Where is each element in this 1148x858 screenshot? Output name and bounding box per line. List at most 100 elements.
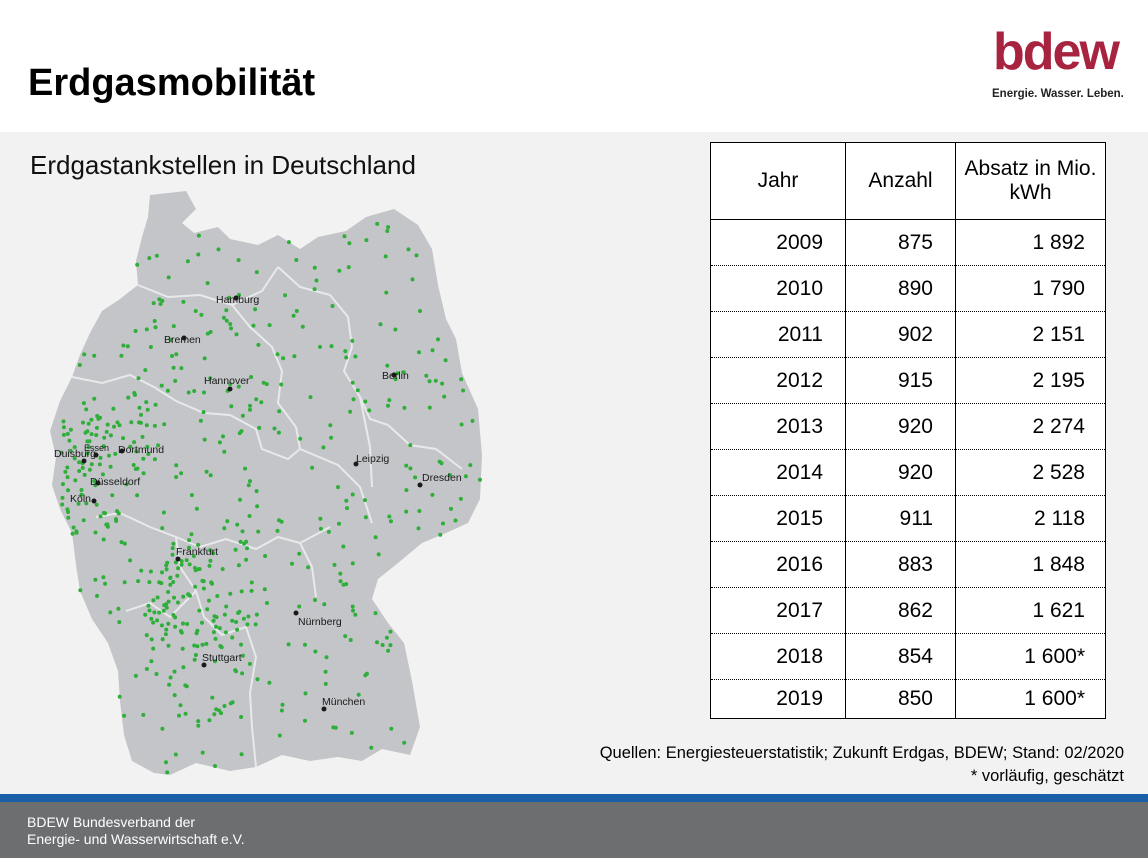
station-dot: [195, 628, 200, 633]
cell-year: 2009: [710, 219, 846, 266]
station-dot: [279, 708, 284, 713]
city-marker: [175, 556, 181, 562]
station-dot: [174, 352, 179, 357]
station-dot: [173, 624, 178, 629]
station-dot: [152, 457, 157, 462]
station-dot: [249, 580, 254, 585]
station-dot: [178, 703, 183, 708]
station-dot: [124, 482, 129, 487]
station-dot: [213, 659, 217, 664]
station-dot: [386, 648, 391, 653]
station-dot: [378, 322, 383, 327]
station-dot: [168, 576, 173, 580]
footer-stripe: [0, 794, 1148, 802]
station-dot: [133, 329, 138, 333]
station-dot: [234, 669, 238, 674]
station-dot: [166, 599, 171, 604]
station-dot: [430, 348, 435, 353]
station-dot: [122, 541, 127, 546]
station-dot: [173, 378, 178, 383]
station-dot: [406, 247, 411, 252]
city-label-dortmund: Dortmund: [118, 444, 164, 456]
station-dot: [141, 712, 146, 717]
station-dot: [103, 581, 108, 586]
station-dot: [303, 691, 308, 696]
station-dot: [208, 548, 212, 553]
station-dot: [105, 422, 110, 427]
station-dot: [430, 492, 435, 497]
station-dot: [200, 642, 205, 647]
station-dot: [348, 409, 353, 414]
station-dot: [79, 488, 84, 492]
city-marker: [417, 482, 423, 488]
station-dot: [161, 510, 166, 515]
station-dot: [318, 344, 322, 349]
station-dot: [193, 309, 198, 313]
station-dot: [148, 345, 153, 349]
stations-table: Jahr Anzahl Absatz in Mio. kWh 2009 875 1 …: [710, 142, 1106, 719]
city-label-berlin: Berlin: [382, 370, 409, 382]
station-dot: [207, 563, 212, 568]
station-dot: [246, 483, 251, 488]
station-dot: [323, 681, 328, 686]
station-dot: [461, 388, 466, 393]
station-dot: [338, 579, 343, 584]
station-dot: [208, 473, 213, 478]
station-dot: [324, 655, 329, 660]
station-dot: [267, 680, 272, 685]
station-dot: [224, 318, 229, 323]
station-dot: [84, 407, 89, 412]
station-dot: [113, 451, 118, 456]
station-dot: [330, 304, 335, 308]
station-dot: [300, 324, 305, 329]
table-row: 2012 915 2 195: [710, 357, 1106, 404]
station-dot: [202, 437, 207, 442]
station-dot: [213, 764, 217, 768]
station-dot: [141, 471, 146, 476]
station-dot: [116, 606, 121, 611]
station-dot: [328, 423, 333, 428]
estimate-note: * vorläufig, geschätzt: [970, 767, 1124, 785]
station-dot: [164, 563, 169, 568]
city-label-nuernberg: Nürnberg: [298, 616, 342, 628]
station-dot: [101, 444, 106, 449]
germany-map: Hamburg Bremen Hannover Berlin Dortmund …: [50, 191, 482, 775]
station-dot: [222, 449, 227, 454]
station-dot: [404, 463, 409, 468]
footer-line: Energie- und Wasserwirtschaft e.V.: [27, 831, 245, 847]
station-dot: [447, 473, 452, 477]
station-dot: [172, 595, 176, 600]
station-dot: [376, 552, 381, 557]
station-dot: [344, 582, 349, 587]
station-dot: [261, 380, 266, 385]
cell-sales: 2 274: [955, 403, 1106, 450]
station-dot: [267, 323, 272, 328]
station-dot: [149, 637, 154, 642]
station-dot: [77, 469, 82, 473]
station-dot: [105, 524, 110, 529]
cell-year: 2017: [710, 587, 846, 634]
station-dot: [151, 646, 156, 651]
station-dot: [148, 569, 153, 574]
station-dot: [200, 750, 205, 755]
cell-count: 850: [845, 679, 956, 719]
station-dot: [202, 356, 207, 361]
station-dot: [186, 592, 191, 597]
station-dot: [60, 502, 65, 507]
station-dot: [286, 642, 291, 647]
station-dot: [112, 424, 116, 429]
station-dot: [297, 604, 302, 609]
station-dot: [224, 604, 229, 609]
station-dot: [165, 388, 170, 393]
station-dot: [326, 529, 331, 534]
station-dot: [248, 479, 252, 484]
station-dot: [303, 642, 307, 647]
station-dot: [332, 562, 337, 567]
station-dot: [279, 382, 284, 387]
station-dot: [336, 485, 340, 490]
station-dot: [227, 295, 232, 300]
station-dot: [214, 707, 219, 712]
cell-count: 920: [845, 449, 956, 496]
city-marker: [119, 448, 125, 454]
station-dot: [240, 671, 245, 676]
